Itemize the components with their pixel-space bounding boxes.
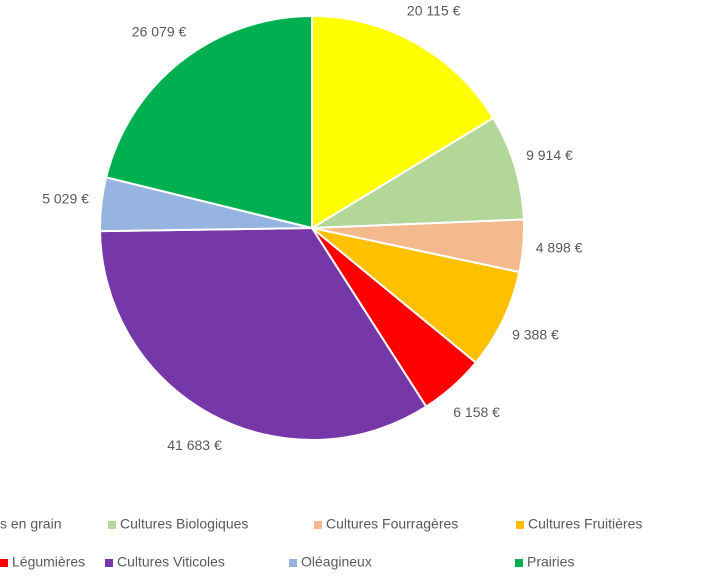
pie-slice: [104, 14, 313, 230]
pie-slice: [311, 14, 495, 230]
legend-label: Cultures Viticoles: [117, 554, 225, 570]
legend-label: Cultures Fourragères: [326, 516, 458, 532]
legend-marker: [314, 521, 322, 529]
legend-marker: [108, 521, 116, 529]
data-label: 20 115 €: [407, 3, 461, 19]
pie-slice: [99, 226, 428, 441]
legend-label: Légumières: [12, 554, 85, 570]
data-label: 9 388 €: [512, 326, 559, 342]
data-label: 9 914 €: [526, 147, 573, 163]
legend-label: Oléagineux: [301, 554, 372, 570]
legend-label: Cultures Biologiques: [120, 516, 248, 532]
legend-label: Prairies: [527, 554, 574, 570]
legend-marker: [0, 559, 8, 567]
data-label: 5 029 €: [42, 191, 89, 207]
legend-marker: [515, 559, 523, 567]
pie-slice: [311, 116, 525, 229]
legend-marker: [289, 559, 297, 567]
data-label: 4 898 €: [536, 240, 583, 256]
pie-slice: [311, 227, 521, 365]
data-label: 41 683 €: [167, 437, 222, 453]
legend-marker: [516, 521, 524, 529]
data-label: 26 079 €: [132, 23, 187, 39]
legend-label: s en grain: [0, 516, 61, 532]
legend-label: Cultures Fruitières: [528, 516, 642, 532]
data-label: 6 158 €: [453, 404, 500, 420]
legend-marker: [105, 559, 113, 567]
